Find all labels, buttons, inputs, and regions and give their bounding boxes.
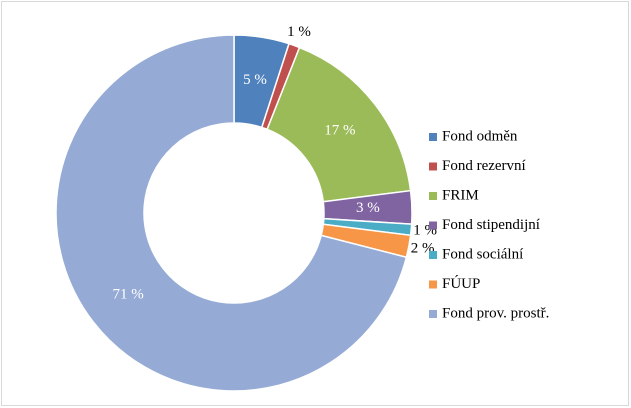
legend-swatch xyxy=(429,280,437,289)
legend-swatch xyxy=(429,162,437,171)
legend-swatch xyxy=(429,221,437,230)
data-label: 71 % xyxy=(112,287,143,303)
legend-label: Fond sociální xyxy=(442,246,523,262)
legend-label: FRIM xyxy=(442,187,479,203)
slice xyxy=(266,46,412,203)
legend-label: Fond stipendijní xyxy=(442,217,540,233)
data-label: 17 % xyxy=(324,122,355,138)
legend-label: FÚUP xyxy=(442,275,480,292)
legend-swatch xyxy=(429,251,437,259)
data-label: 2 % xyxy=(411,240,435,256)
slice xyxy=(55,34,408,392)
legend-label: Fond odměn xyxy=(442,128,518,144)
data-label: 5 % xyxy=(243,72,267,88)
legend-label: Fond prov. prostř. xyxy=(442,305,549,321)
legend-swatch xyxy=(429,133,437,141)
legend-label: Fond rezervní xyxy=(442,158,526,174)
legend-swatch xyxy=(429,192,437,200)
data-label: 3 % xyxy=(356,200,380,216)
legend-swatch xyxy=(429,310,437,318)
data-label: 1 % xyxy=(287,24,311,40)
